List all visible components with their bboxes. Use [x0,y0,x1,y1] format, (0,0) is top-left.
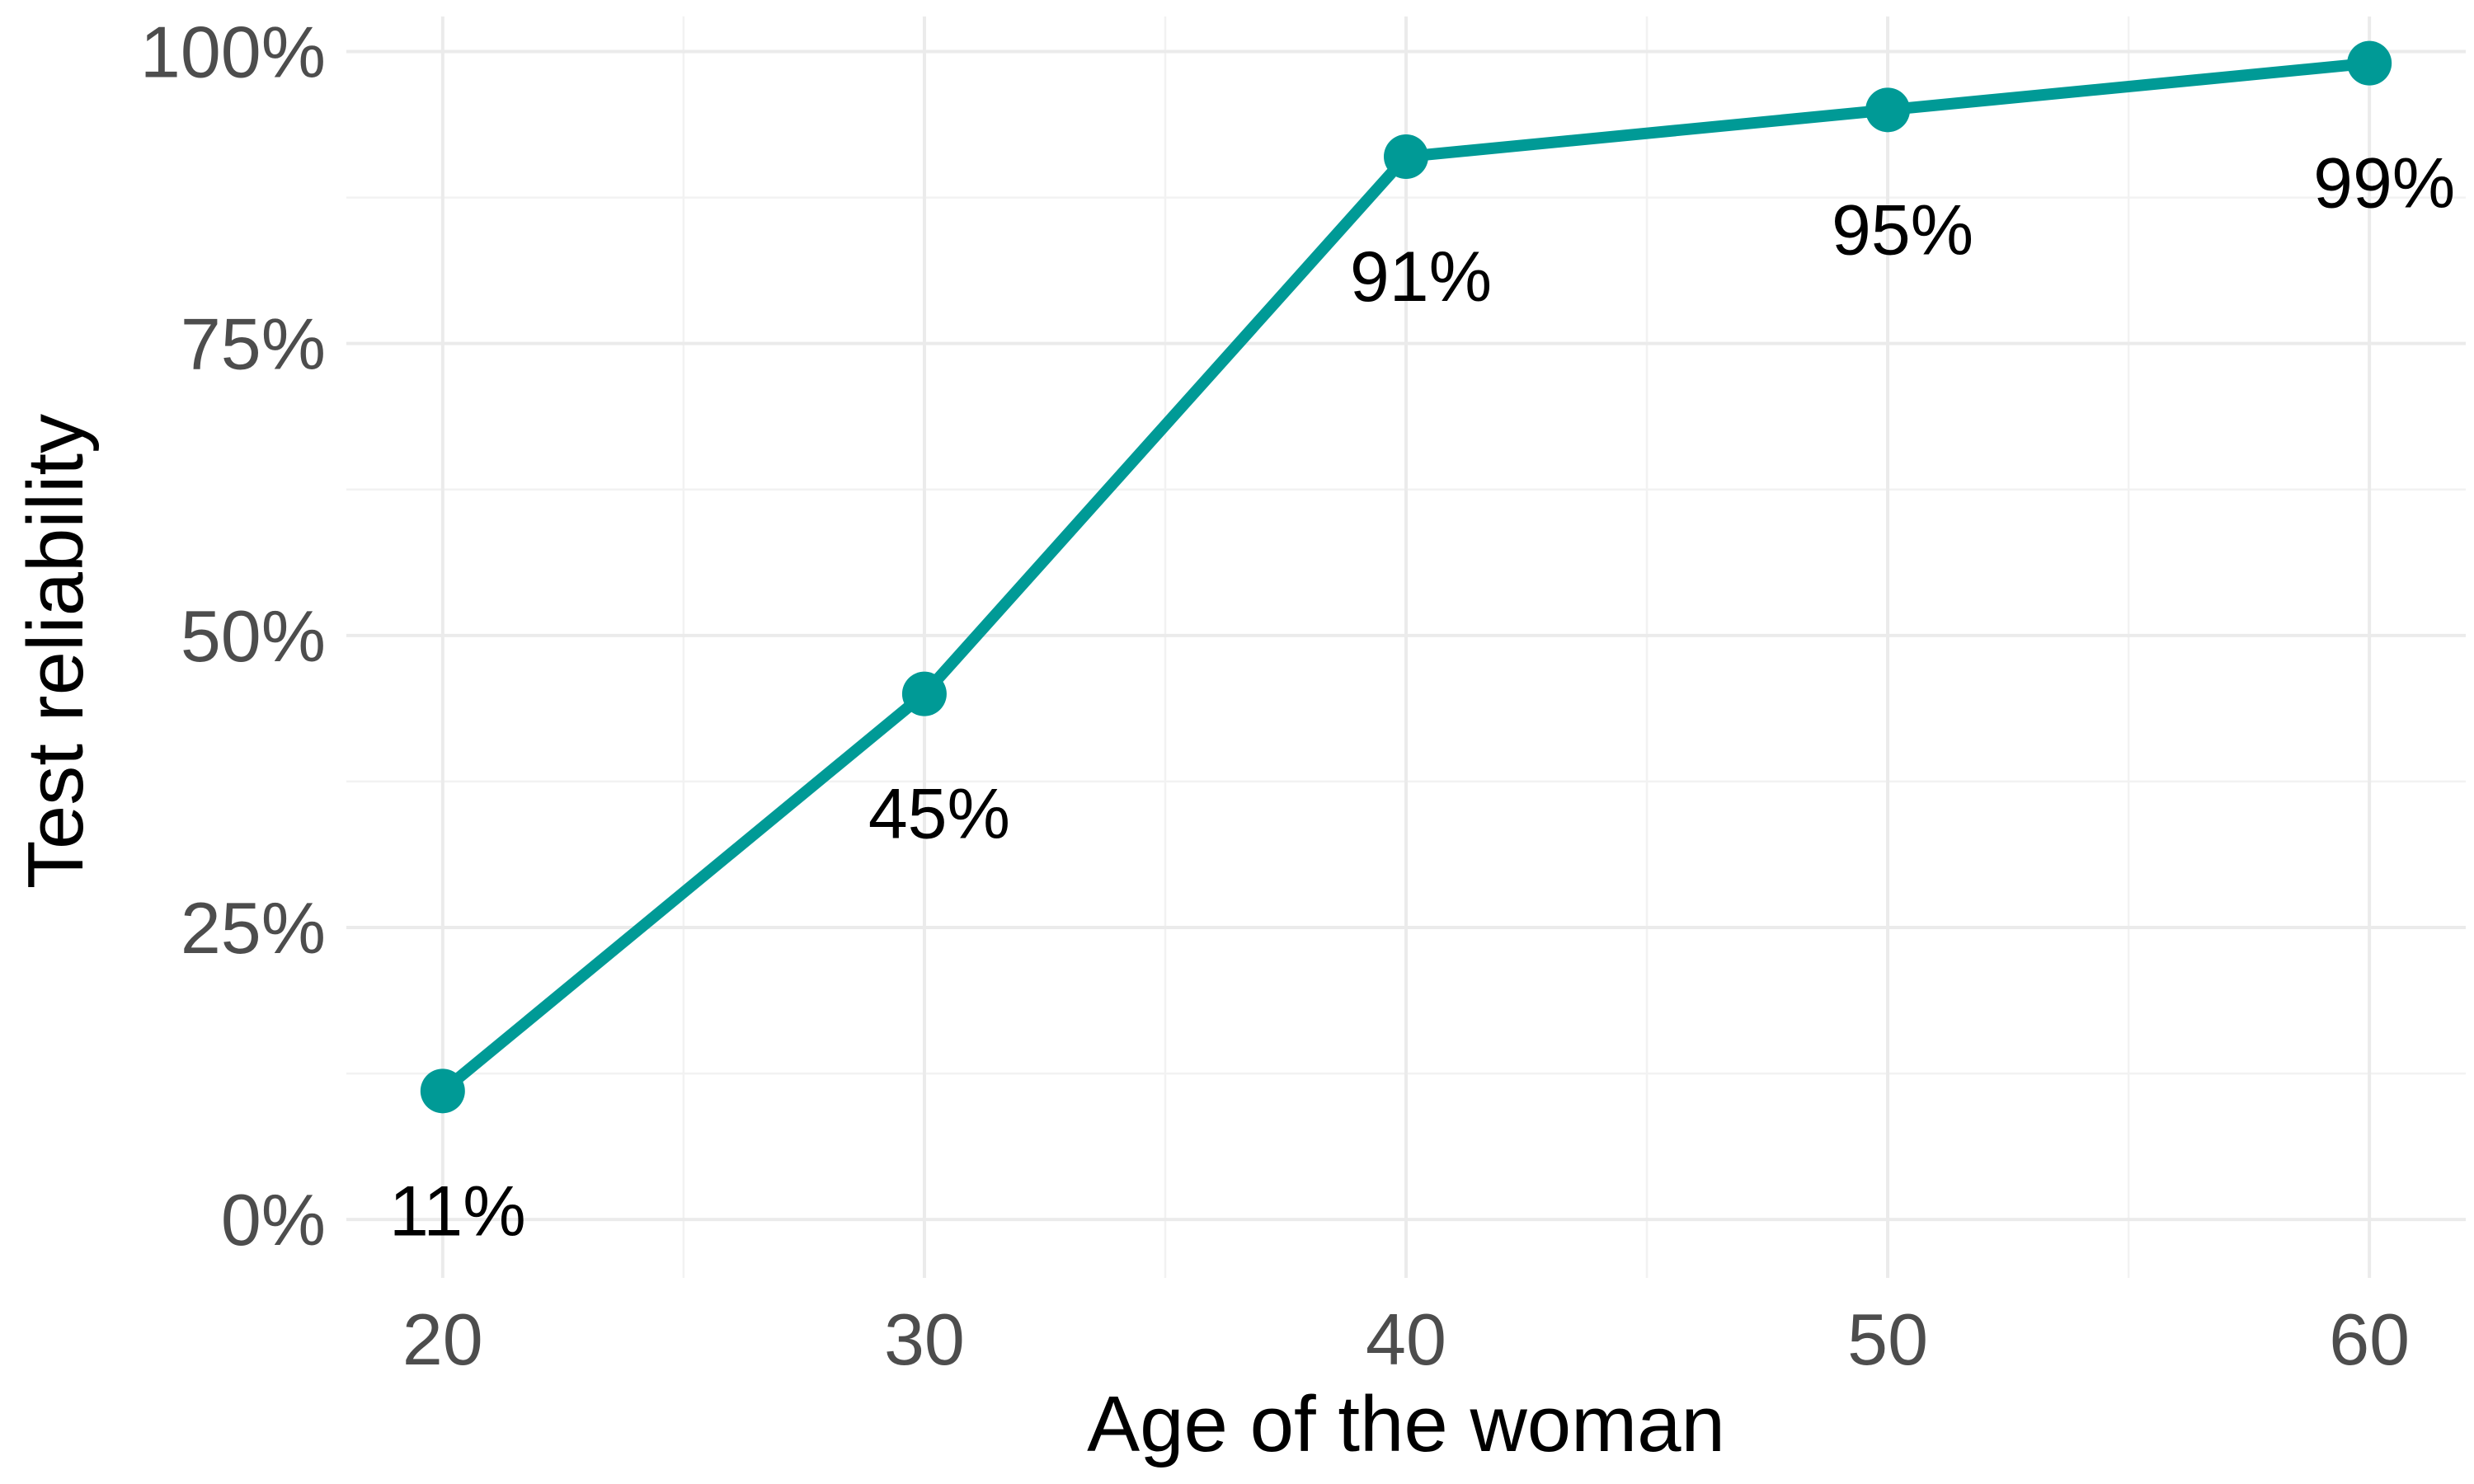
data-label: 45% [868,775,1010,854]
data-point [1384,134,1428,179]
y-axis-title: Test reliability [12,414,100,889]
data-label: 95% [1832,190,1973,270]
x-tick-label: 60 [2329,1298,2410,1380]
y-tick-label: 100% [140,12,326,93]
y-tick-label: 0% [221,1179,326,1261]
y-tick-label: 50% [181,595,326,677]
data-label: 91% [1350,237,1492,317]
series-layer [420,40,2392,1114]
data-label: 99% [2313,144,2455,223]
data-label: 11% [389,1172,526,1251]
x-axis-title: Age of the woman [1087,1380,1725,1468]
x-tick-label: 20 [402,1298,483,1380]
x-tick-label: 40 [1366,1298,1446,1380]
axis-labels: 20 30 40 50 60 0% 25% 50% 75% 100% [140,12,2410,1381]
x-tick-label: 50 [1847,1298,1928,1380]
x-tick-label: 30 [884,1298,965,1380]
grid-lines [346,16,2466,1278]
data-point [420,1068,465,1114]
data-labels: 11% 45% 91% 95% 99% [389,144,2455,1252]
y-tick-label: 25% [181,887,326,969]
data-point [1865,87,1911,133]
data-point [2347,40,2392,86]
data-point [901,671,947,716]
y-tick-label: 75% [181,303,326,385]
